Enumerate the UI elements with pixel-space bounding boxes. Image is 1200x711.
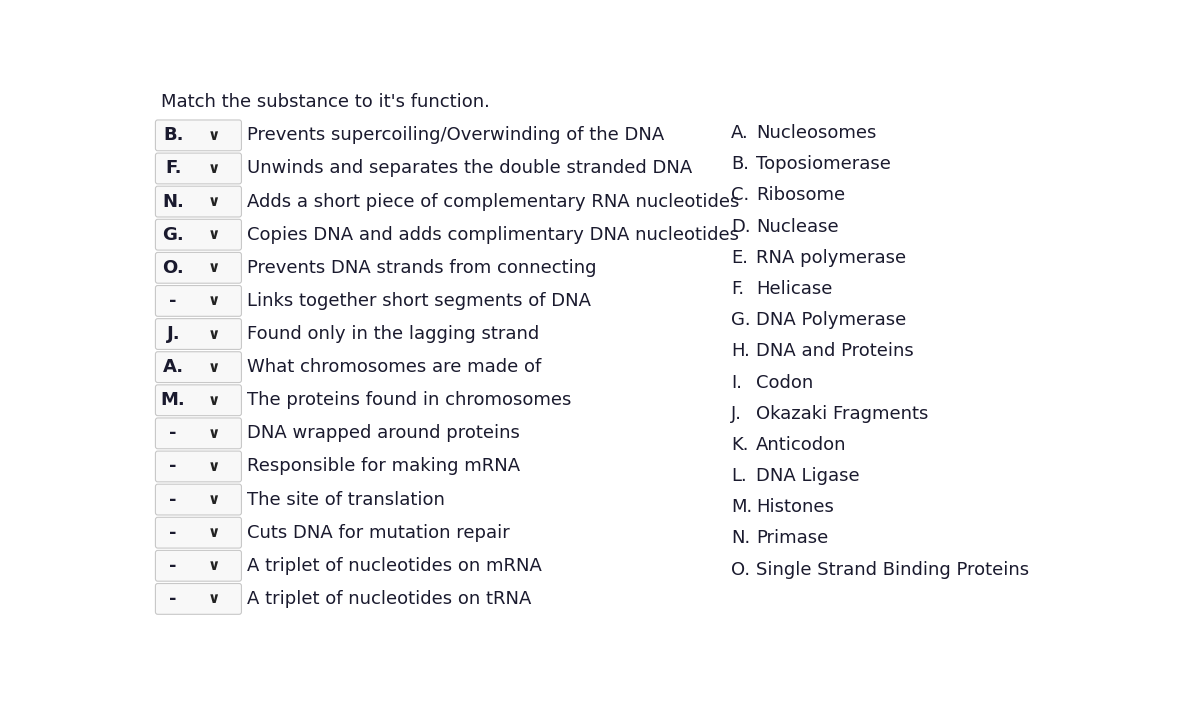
Text: Okazaki Fragments: Okazaki Fragments [756, 405, 929, 423]
Text: K.: K. [731, 436, 749, 454]
Text: Match the substance to it's function.: Match the substance to it's function. [161, 93, 490, 111]
Text: Single Strand Binding Proteins: Single Strand Binding Proteins [756, 561, 1030, 579]
Text: ∨: ∨ [208, 459, 220, 474]
FancyBboxPatch shape [156, 252, 241, 283]
Text: O.: O. [731, 561, 750, 579]
Text: -: - [169, 524, 178, 542]
FancyBboxPatch shape [156, 186, 241, 217]
Text: Found only in the lagging strand: Found only in the lagging strand [247, 325, 539, 343]
Text: DNA Ligase: DNA Ligase [756, 467, 859, 485]
FancyBboxPatch shape [156, 484, 241, 515]
Text: J.: J. [167, 325, 180, 343]
FancyBboxPatch shape [156, 518, 241, 548]
Text: ∨: ∨ [208, 326, 220, 341]
Text: M.: M. [731, 498, 752, 516]
Text: ∨: ∨ [208, 360, 220, 375]
Text: G.: G. [731, 311, 751, 329]
Text: The site of translation: The site of translation [247, 491, 445, 508]
Text: ∨: ∨ [208, 426, 220, 441]
Text: O.: O. [162, 259, 184, 277]
Text: C.: C. [731, 186, 750, 205]
Text: F.: F. [166, 159, 181, 178]
FancyBboxPatch shape [156, 319, 241, 349]
Text: ∨: ∨ [208, 392, 220, 407]
Text: L.: L. [731, 467, 746, 485]
Text: -: - [169, 557, 178, 574]
Text: Helicase: Helicase [756, 280, 833, 298]
Text: N.: N. [731, 530, 750, 547]
FancyBboxPatch shape [156, 286, 241, 316]
Text: Unwinds and separates the double stranded DNA: Unwinds and separates the double strande… [247, 159, 692, 178]
Text: DNA Polymerase: DNA Polymerase [756, 311, 906, 329]
FancyBboxPatch shape [156, 418, 241, 449]
Text: The proteins found in chromosomes: The proteins found in chromosomes [247, 391, 571, 410]
FancyBboxPatch shape [156, 451, 241, 482]
Text: Codon: Codon [756, 373, 814, 392]
Text: -: - [169, 590, 178, 608]
Text: D.: D. [731, 218, 751, 235]
FancyBboxPatch shape [156, 352, 241, 383]
Text: G.: G. [162, 225, 184, 244]
Text: Adds a short piece of complementary RNA nucleotides: Adds a short piece of complementary RNA … [247, 193, 739, 210]
Text: Histones: Histones [756, 498, 834, 516]
Text: A triplet of nucleotides on mRNA: A triplet of nucleotides on mRNA [247, 557, 541, 574]
Text: Primase: Primase [756, 530, 828, 547]
Text: ∨: ∨ [208, 228, 220, 242]
Text: M.: M. [161, 391, 186, 410]
Text: Nuclease: Nuclease [756, 218, 839, 235]
Text: J.: J. [731, 405, 743, 423]
Text: E.: E. [731, 249, 749, 267]
FancyBboxPatch shape [156, 584, 241, 614]
Text: ∨: ∨ [208, 525, 220, 540]
Text: ∨: ∨ [208, 492, 220, 507]
Text: Anticodon: Anticodon [756, 436, 846, 454]
Text: Prevents supercoiling/Overwinding of the DNA: Prevents supercoiling/Overwinding of the… [247, 127, 664, 144]
FancyBboxPatch shape [156, 550, 241, 581]
Text: Copies DNA and adds complimentary DNA nucleotides: Copies DNA and adds complimentary DNA nu… [247, 225, 739, 244]
Text: DNA wrapped around proteins: DNA wrapped around proteins [247, 424, 520, 442]
Text: ∨: ∨ [208, 592, 220, 606]
FancyBboxPatch shape [156, 385, 241, 416]
Text: Ribosome: Ribosome [756, 186, 845, 205]
Text: ∨: ∨ [208, 294, 220, 309]
Text: Cuts DNA for mutation repair: Cuts DNA for mutation repair [247, 524, 510, 542]
Text: F.: F. [731, 280, 744, 298]
Text: ∨: ∨ [208, 128, 220, 143]
Text: ∨: ∨ [208, 558, 220, 573]
Text: B.: B. [163, 127, 184, 144]
FancyBboxPatch shape [156, 153, 241, 184]
Text: ∨: ∨ [208, 161, 220, 176]
Text: -: - [169, 491, 178, 508]
FancyBboxPatch shape [156, 120, 241, 151]
Text: ∨: ∨ [208, 194, 220, 209]
Text: N.: N. [162, 193, 184, 210]
Text: Nucleosomes: Nucleosomes [756, 124, 876, 142]
FancyBboxPatch shape [156, 219, 241, 250]
Text: A.: A. [731, 124, 749, 142]
Text: -: - [169, 457, 178, 476]
Text: B.: B. [731, 155, 749, 173]
Text: What chromosomes are made of: What chromosomes are made of [247, 358, 541, 376]
Text: I.: I. [731, 373, 743, 392]
Text: Responsible for making mRNA: Responsible for making mRNA [247, 457, 520, 476]
Text: -: - [169, 424, 178, 442]
Text: DNA and Proteins: DNA and Proteins [756, 343, 914, 360]
Text: RNA polymerase: RNA polymerase [756, 249, 906, 267]
Text: Toposiomerase: Toposiomerase [756, 155, 890, 173]
Text: A triplet of nucleotides on tRNA: A triplet of nucleotides on tRNA [247, 590, 532, 608]
Text: Links together short segments of DNA: Links together short segments of DNA [247, 292, 590, 310]
Text: A.: A. [163, 358, 184, 376]
Text: -: - [169, 292, 178, 310]
Text: ∨: ∨ [208, 260, 220, 275]
Text: Prevents DNA strands from connecting: Prevents DNA strands from connecting [247, 259, 596, 277]
Text: H.: H. [731, 343, 750, 360]
